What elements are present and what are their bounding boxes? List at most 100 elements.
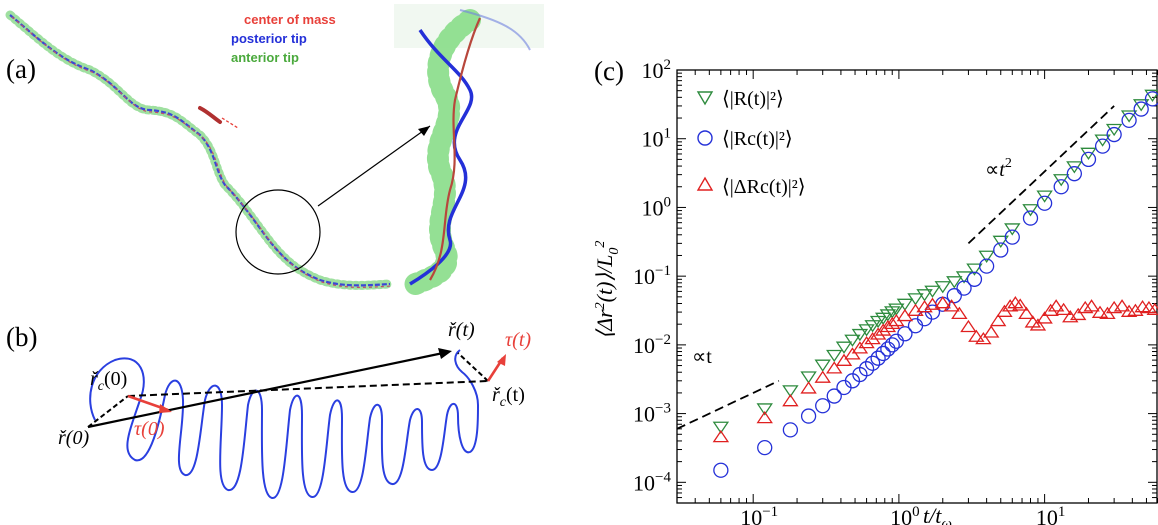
data-point-circle — [884, 337, 900, 353]
data-point-triangle-down — [1120, 110, 1138, 123]
label-rc-t: řc(t) — [492, 384, 525, 410]
annotation-quadratic: ∝t2 — [985, 156, 1012, 181]
data-point-triangle-up — [968, 329, 985, 342]
data-point-triangle-up — [1134, 300, 1151, 313]
y-tick-label: 10−1 — [633, 263, 671, 289]
data-point-triangle-down — [826, 349, 843, 363]
label-r-0: ř(0) — [58, 427, 89, 449]
data-point-triangle-down — [992, 235, 1009, 248]
data-point-circle — [978, 258, 995, 274]
panel-c-label: (c) — [594, 56, 624, 86]
data-point-circle — [864, 355, 881, 371]
data-point-circle — [782, 422, 799, 438]
data-point-triangle-up — [975, 331, 992, 345]
data-point-triangle-up — [1029, 318, 1047, 331]
legend-anterior-tip: anterior tip — [231, 50, 299, 65]
data-point-circle — [1094, 138, 1111, 154]
y-tick-label: 100 — [642, 194, 672, 220]
data-point-triangle-down — [1144, 89, 1158, 102]
zoom-arrowhead-icon — [418, 126, 430, 136]
data-point-triangle-up — [1042, 303, 1059, 316]
legend-label-R: ⟨|R(t)|²⟩ — [722, 88, 784, 110]
data-point-circle — [1004, 229, 1020, 245]
zoom-pointer-line — [317, 125, 431, 207]
data-point-circle — [870, 350, 886, 366]
data-point-circle — [1080, 151, 1097, 168]
y-tick-label: 102 — [642, 57, 672, 83]
label-rc-0: řc(0) — [90, 368, 127, 394]
data-point-circle — [1144, 91, 1158, 107]
data-point-circle — [880, 341, 896, 357]
label-rc-t-main: ř — [492, 384, 501, 406]
data-point-triangle-up — [960, 319, 977, 333]
data-point-triangle-down — [1132, 99, 1150, 112]
data-point-triangle-down — [966, 263, 983, 276]
data-point-triangle-up — [951, 306, 968, 319]
data-point-triangle-up — [800, 381, 817, 394]
data-point-triangle-down — [844, 334, 861, 347]
data-point-triangle-down — [756, 403, 773, 416]
data-point-circle — [1053, 179, 1069, 195]
r0-to-rc0-line — [87, 395, 129, 428]
data-point-triangle-down — [924, 285, 941, 298]
data-point-triangle-up — [989, 313, 1007, 327]
label-r-t: ř(t) — [448, 319, 475, 341]
data-point-circle — [858, 361, 875, 377]
label-tau-0: τ(0) — [134, 418, 165, 440]
label-rc-0-arg: (0) — [104, 368, 127, 390]
data-point-triangle-up — [1146, 302, 1158, 316]
helix-trajectory — [89, 349, 480, 499]
annotation-linear: ∝t — [692, 346, 712, 368]
trajectory-path — [5, 10, 395, 290]
data-point-triangle-up — [874, 323, 892, 336]
zoom-inset — [394, 4, 544, 297]
data-point-triangle-up — [835, 353, 853, 366]
data-point-triangle-down — [934, 281, 951, 294]
plot-marks — [712, 89, 1158, 478]
legend-label-dRc: ⟨|ΔRc(t)|²⟩ — [722, 176, 806, 198]
data-point-circle — [1036, 195, 1053, 211]
y-tick-label: 10−4 — [633, 469, 671, 495]
legend-marker-triangle-down-icon — [696, 91, 714, 106]
data-point-circle — [800, 408, 817, 424]
data-point-triangle-down — [851, 328, 869, 342]
data-point-circle — [1066, 166, 1083, 182]
data-point-circle — [713, 462, 729, 478]
displacement-arrowhead-icon — [438, 348, 452, 359]
data-point-triangle-down — [1036, 190, 1053, 203]
data-point-circle — [815, 398, 831, 414]
data-point-triangle-down — [896, 298, 914, 311]
tau-0-arrowhead-icon — [159, 404, 172, 413]
zoom-circle — [235, 189, 321, 275]
chart-legend: ⟨|R(t)|²⟩ ⟨|Rc(t)|²⟩ ⟨|ΔRc(t)|²⟩ — [696, 88, 806, 198]
data-point-triangle-up — [814, 370, 831, 383]
data-point-circle — [1121, 112, 1137, 129]
data-point-triangle-down — [1022, 204, 1039, 217]
panel-c: (c) 10−1 100 101 10−4 10−3 10−2 10−1 100 101 102 t… — [592, 56, 1158, 525]
legend-marker-triangle-up-icon — [696, 176, 714, 191]
panel-a-label: (a) — [6, 54, 36, 84]
x-axis-title: t/tω — [923, 503, 952, 525]
initial-swimmer-icon — [198, 106, 239, 129]
data-point-circle — [1133, 101, 1149, 117]
y-axis-title: ⟨Δr2(t)⟩/L02 — [592, 241, 622, 340]
data-point-circle — [888, 333, 904, 349]
data-point-circle — [1022, 210, 1039, 226]
data-point-triangle-up — [1083, 299, 1100, 312]
label-rc-t-arg: (t) — [506, 384, 525, 406]
data-point-triangle-up — [1127, 303, 1144, 316]
data-point-triangle-down — [888, 303, 905, 316]
legend-center-of-mass: center of mass — [244, 12, 336, 27]
data-point-triangle-up — [884, 316, 901, 330]
data-point-triangle-up — [924, 297, 941, 310]
label-rc-0-sub: c — [98, 379, 105, 394]
data-point-triangle-down — [946, 276, 963, 289]
reference-line-linear — [676, 379, 780, 430]
data-point-circle — [993, 242, 1009, 258]
y-tick-label: 10−3 — [633, 401, 671, 427]
data-point-triangle-up — [1069, 307, 1087, 321]
data-point-triangle-up — [756, 410, 773, 424]
data-point-triangle-up — [826, 361, 843, 374]
y-tick-label: 101 — [642, 126, 672, 152]
displacement-vector — [87, 350, 449, 429]
